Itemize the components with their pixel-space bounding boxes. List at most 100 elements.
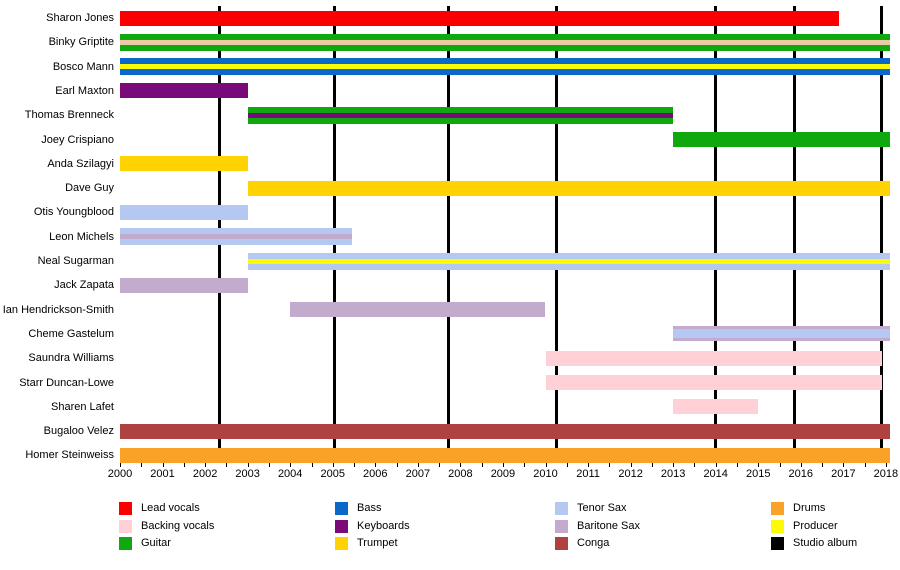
bar-bosco-mann [120, 58, 891, 76]
axis-year-label: 2004 [277, 468, 303, 480]
axis-year-label: 2003 [235, 468, 260, 480]
axis-tick [481, 462, 483, 467]
axis-year-label: 2002 [192, 468, 218, 480]
axis-year-label: 2001 [150, 468, 175, 480]
bar-neal-sugarman [247, 252, 891, 270]
axis-tick [822, 462, 824, 467]
bar-joey-crispiano [673, 132, 891, 147]
bar-segment-tenor_sax [120, 239, 352, 246]
bar-segment-tenor_sax [120, 228, 352, 235]
member-name-sharen-lafet: Sharen Lafet [51, 400, 114, 413]
axis-year-label: 2015 [746, 468, 771, 480]
bar-stripe-keyboards [247, 112, 674, 118]
bar-segment-bass [120, 69, 891, 76]
legend-swatch-producer [771, 519, 784, 533]
axis-year-label: 2006 [363, 468, 388, 480]
bar-sharen-lafet [673, 399, 759, 415]
bar-stripe-producer [247, 258, 891, 264]
bar-otis-youngblood [120, 204, 248, 220]
legend-swatch-guitar [119, 537, 132, 550]
member-name-homer-steinweiss: Homer Steinweiss [25, 449, 114, 462]
axis-tick [205, 462, 207, 467]
legend-swatch-trumpet [335, 537, 348, 550]
member-name-thomas-brenneck: Thomas Brenneck [24, 109, 114, 122]
bar-leon-michels [120, 228, 352, 246]
legend-swatch-backing-vocals [119, 519, 132, 533]
bar-segment-baritone_sax [673, 326, 891, 330]
bar-sharon-jones [120, 10, 840, 26]
axis-year-label: 2000 [107, 468, 133, 480]
member-name-ian-hendrickson-smith: Ian Hendrickson-Smith [2, 303, 114, 316]
member-name-leon-michels: Leon Michels [49, 230, 114, 243]
bar-thomas-brenneck [247, 106, 674, 124]
axis-year-label: 2018 [873, 468, 899, 480]
axis-tick [566, 462, 568, 467]
axis-tick [183, 462, 185, 467]
bar-jack-zapata [120, 277, 248, 293]
member-name-joey-crispiano: Joey Crispiano [41, 133, 114, 146]
legend-swatch-drums [771, 502, 784, 515]
axis-tick [737, 462, 738, 467]
bar-stripe-producer [120, 64, 891, 70]
legend-label-bass: Bass [357, 502, 382, 514]
legend-label-tenor-sax: Tenor Sax [577, 502, 627, 514]
bar-dave-guy [247, 180, 891, 196]
member-name-jack-zapata: Jack Zapata [54, 279, 114, 292]
axis-tick [864, 462, 866, 467]
bar-anda-szilagyi [120, 156, 248, 172]
bar-ian-hendrickson-smith [290, 302, 546, 318]
axis-tick [120, 462, 121, 467]
axis-tick [800, 462, 802, 467]
legend-swatch-bass [335, 502, 348, 515]
bar-stripe-tenor_sax [673, 329, 891, 339]
member-name-starr-duncan-lowe: Starr Duncan-Lowe [19, 376, 114, 389]
axis-year-label: 2005 [320, 468, 345, 480]
axis-tick [502, 462, 504, 467]
axis-tick [630, 462, 632, 467]
axis-year-label: 2014 [703, 468, 728, 480]
axis-year-label: 2008 [448, 468, 473, 480]
axis-tick [332, 462, 334, 467]
axis-tick [673, 462, 675, 467]
axis-tick [417, 462, 419, 467]
axis-year-label: 2012 [618, 468, 643, 480]
bar-stripe-baritone_sax [120, 234, 352, 240]
axis-tick [694, 462, 696, 467]
axis-tick [247, 462, 249, 467]
axis-tick [226, 462, 228, 467]
member-name-binky-griptite: Binky Griptite [48, 36, 114, 49]
axis-tick [524, 462, 526, 467]
axis-tick [715, 462, 717, 467]
axis-tick [439, 462, 441, 467]
bar-cheme-gastelum [673, 326, 891, 342]
legend-label-lead-vocals: Lead vocals [141, 502, 200, 514]
axis-tick [758, 462, 760, 467]
axis-tick [779, 462, 781, 467]
studio-album-line [714, 6, 718, 462]
axis-year-label: 2013 [660, 468, 686, 480]
member-name-bugaloo-velez: Bugaloo Velez [43, 425, 114, 438]
legend-swatch-tenor-sax [555, 502, 568, 515]
bar-binky-griptite [120, 33, 891, 51]
axis-tick [460, 462, 462, 467]
bar-segment-tenor_sax [247, 252, 891, 259]
axis-tick [162, 462, 164, 467]
member-name-otis-youngblood: Otis Youngblood [33, 206, 114, 219]
axis-tick [311, 462, 313, 467]
bar-segment-tenor_sax [247, 263, 891, 270]
axis-year-label: 2007 [405, 468, 431, 480]
axis-tick [843, 462, 845, 467]
member-name-cheme-gastelum: Cheme Gastelum [28, 327, 114, 340]
bar-segment-baritone_sax [673, 338, 891, 342]
axis-tick [375, 462, 377, 467]
legend-swatch-lead-vocals [119, 502, 132, 515]
legend-label-drums: Drums [793, 502, 826, 514]
legend-label-backing-vocals: Backing vocals [141, 519, 215, 532]
axis-tick [354, 462, 355, 467]
member-name-saundra-williams: Saundra Williams [28, 352, 114, 365]
axis-year-label: 2010 [533, 468, 558, 480]
legend-swatch-keyboards [335, 519, 348, 533]
legend-label-studio-album: Studio album [793, 537, 858, 549]
legend-label-conga: Conga [577, 537, 610, 549]
